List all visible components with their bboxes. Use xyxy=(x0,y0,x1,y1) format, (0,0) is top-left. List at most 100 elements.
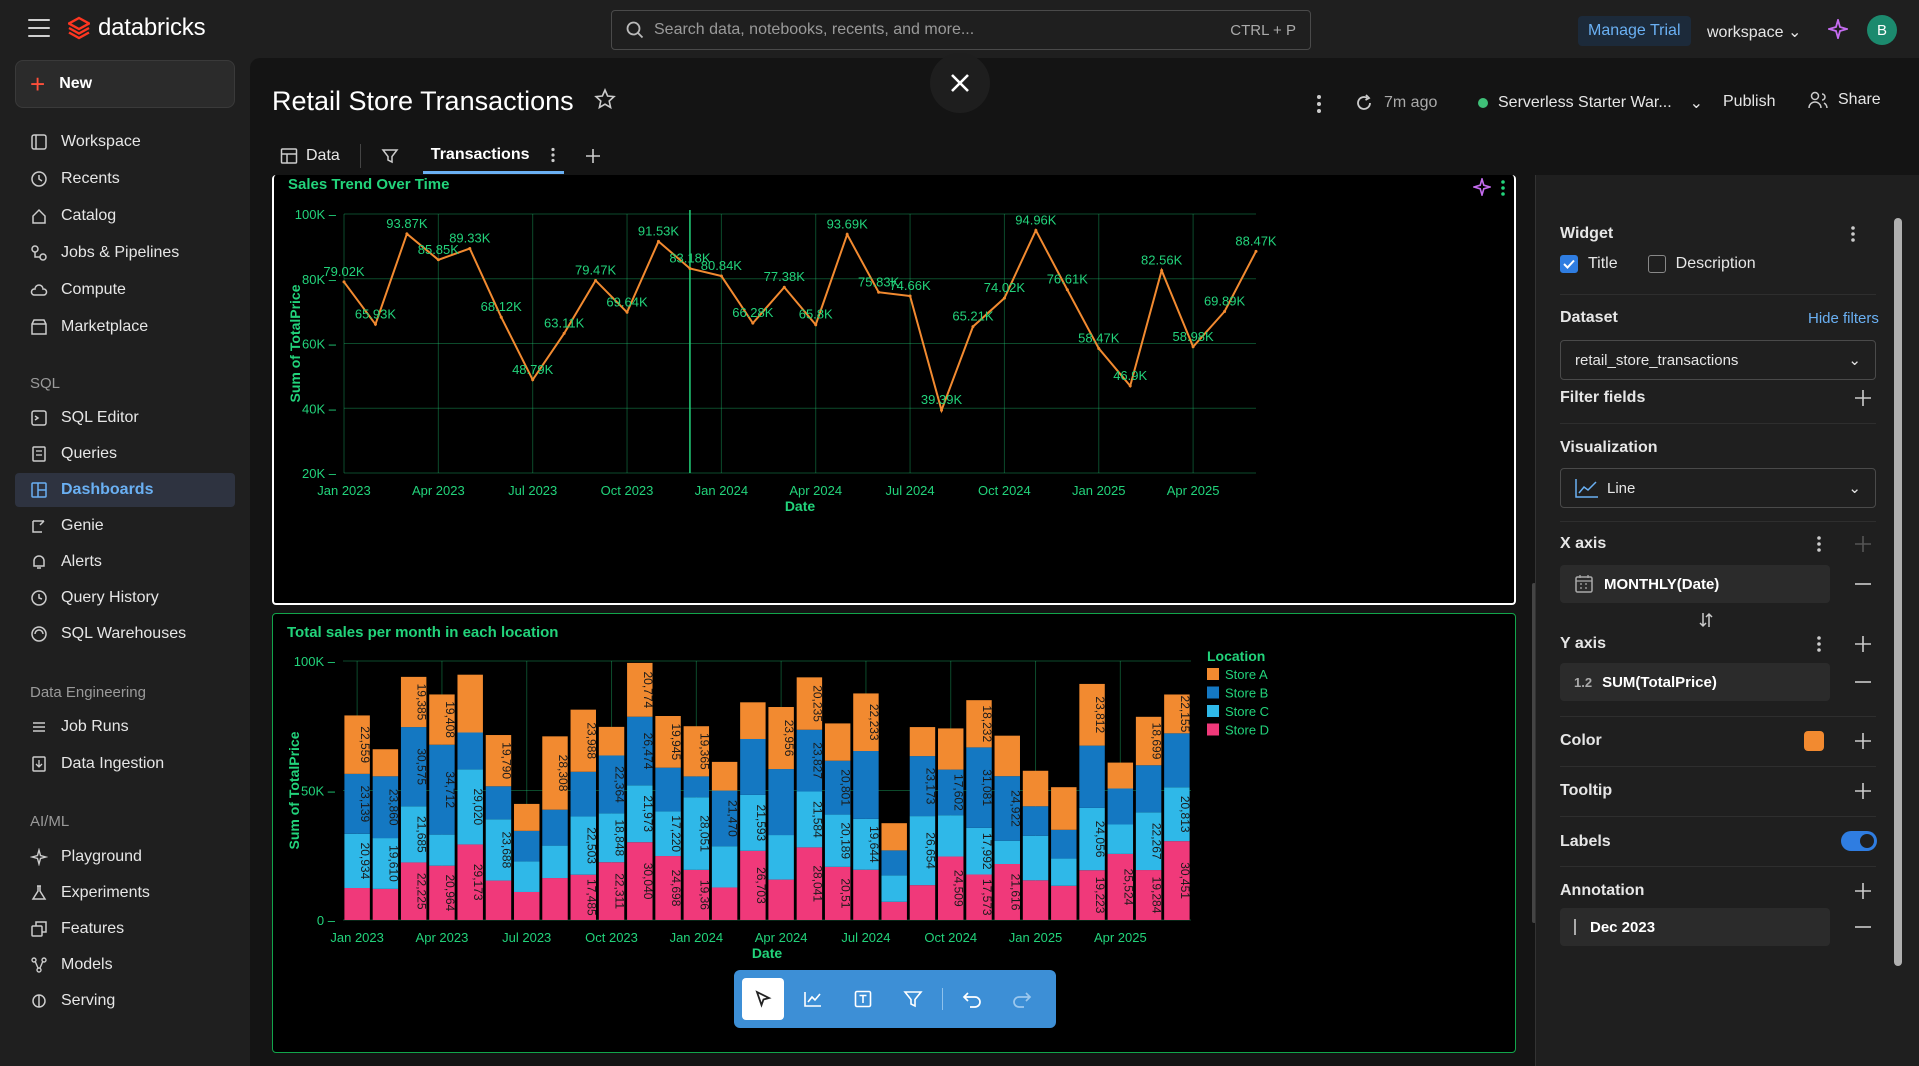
labels-toggle[interactable] xyxy=(1841,831,1877,851)
segment-label: 24,698 xyxy=(669,870,683,907)
tab-options-icon[interactable] xyxy=(550,147,556,163)
assistant-sparkle-icon[interactable] xyxy=(1828,19,1848,39)
swap-axes-icon[interactable] xyxy=(1697,611,1715,629)
add-x-field-icon[interactable] xyxy=(1854,535,1872,553)
refresh-status[interactable]: 7m ago xyxy=(1354,93,1437,113)
sidebar-item-label: Data Ingestion xyxy=(61,755,165,772)
panel-scrollbar-thumb[interactable] xyxy=(1894,218,1902,966)
bar-segment xyxy=(570,816,596,875)
y-axis-options-icon[interactable] xyxy=(1816,635,1822,653)
data-point xyxy=(405,232,409,236)
bar-segment xyxy=(344,833,370,889)
publish-button[interactable]: Publish xyxy=(1723,93,1776,110)
warehouse-selector[interactable]: Serverless Starter War... ⌄ xyxy=(1478,93,1703,113)
global-search[interactable]: Search data, notebooks, recents, and mor… xyxy=(611,10,1311,50)
tab-transactions[interactable]: Transactions xyxy=(422,138,564,174)
filter-fields-label: Filter fields xyxy=(1560,389,1646,406)
sidebar-item-queries[interactable]: Queries xyxy=(15,437,235,471)
manage-trial-button[interactable]: Manage Trial xyxy=(1578,16,1691,46)
tab-filter[interactable] xyxy=(373,138,407,174)
close-button[interactable] xyxy=(930,53,990,113)
user-avatar[interactable]: B xyxy=(1867,15,1897,45)
undo-button[interactable] xyxy=(951,978,993,1020)
add-y-field-icon[interactable] xyxy=(1854,635,1872,653)
x-axis-options-icon[interactable] xyxy=(1816,535,1822,553)
widget-options-icon[interactable] xyxy=(1500,179,1506,197)
bar-segment xyxy=(372,838,399,889)
databricks-logo[interactable]: databricks xyxy=(68,14,206,42)
dashboard-title[interactable]: Retail Store Transactions xyxy=(272,86,574,116)
sidebar-item-features[interactable]: Features xyxy=(15,912,235,946)
sidebar-item-playground[interactable]: Playground xyxy=(15,840,235,874)
annotation-field[interactable]: Dec 2023 xyxy=(1560,908,1830,946)
sidebar-item-experiments[interactable]: Experiments xyxy=(15,876,235,910)
sidebar-item-serving[interactable]: Serving xyxy=(15,984,235,1018)
data-point xyxy=(814,323,818,327)
bar-segment xyxy=(853,869,879,920)
sidebar-item-sql-editor[interactable]: SQL Editor xyxy=(15,401,235,435)
bar-segment xyxy=(966,747,992,828)
select-tool-button[interactable] xyxy=(742,978,784,1020)
visualization-select[interactable]: Line ⌄ xyxy=(1560,468,1876,508)
sidebar-item-compute[interactable]: Compute xyxy=(15,273,235,307)
workspace-switcher[interactable]: workspace ⌄ xyxy=(1707,22,1801,42)
data-point xyxy=(1097,346,1101,350)
widget-options-icon[interactable] xyxy=(1850,225,1856,243)
sidebar-item-marketplace[interactable]: Marketplace xyxy=(15,310,235,344)
title-checkbox[interactable] xyxy=(1560,255,1578,273)
sidebar-item-models[interactable]: Models xyxy=(15,948,235,982)
add-visualization-button[interactable] xyxy=(792,978,834,1020)
sidebar-item-catalog[interactable]: Catalog xyxy=(15,199,235,233)
title-checkbox-row[interactable]: Title Description xyxy=(1560,255,1756,273)
bar-segment xyxy=(485,819,512,881)
sidebar-item-job-runs[interactable]: Job Runs xyxy=(15,710,235,744)
segment-label: 24,056 xyxy=(1093,821,1107,858)
y-axis-field[interactable]: 1.2 SUM(TotalPrice) xyxy=(1560,663,1830,701)
x-axis-field[interactable]: MONTHLY(Date) xyxy=(1560,565,1830,603)
sidebar-item-genie[interactable]: Genie xyxy=(15,509,235,543)
sidebar-item-dashboards[interactable]: Dashboards xyxy=(15,473,235,507)
menu-icon[interactable] xyxy=(28,19,50,37)
more-options-icon[interactable] xyxy=(1316,94,1322,114)
add-tab-button[interactable] xyxy=(576,138,610,174)
panel-scrollbar[interactable] xyxy=(1891,200,1903,1066)
bar-segment xyxy=(1164,733,1190,788)
sidebar-item-alerts[interactable]: Alerts xyxy=(15,545,235,579)
segment-label: 29,020 xyxy=(471,789,485,826)
bar-segment xyxy=(372,888,399,920)
hide-filters-link[interactable]: Hide filters xyxy=(1808,310,1879,327)
add-color-icon[interactable] xyxy=(1854,732,1872,750)
ingestion-icon xyxy=(29,754,49,774)
add-annotation-icon[interactable] xyxy=(1854,882,1872,900)
segment-label: 30,451 xyxy=(1178,862,1192,899)
tab-data[interactable]: Data xyxy=(272,138,348,174)
data-label: 69.64K xyxy=(606,294,648,309)
bar-segment xyxy=(542,736,568,810)
star-icon[interactable] xyxy=(594,88,616,110)
widget-sparkle-icon[interactable] xyxy=(1473,178,1491,196)
segment-label: 19,408 xyxy=(443,701,457,738)
share-button[interactable]: Share xyxy=(1808,91,1881,109)
add-text-button[interactable] xyxy=(842,978,884,1020)
sidebar-item-data-ingestion[interactable]: Data Ingestion xyxy=(15,747,235,781)
add-tooltip-icon[interactable] xyxy=(1854,782,1872,800)
remove-annotation-icon[interactable] xyxy=(1854,918,1872,936)
remove-x-field-icon[interactable] xyxy=(1854,575,1872,593)
sidebar-item-jobs[interactable]: Jobs & Pipelines xyxy=(15,236,235,270)
line-chart-widget[interactable]: Sales Trend Over Time 20K – 40K – 60K – 80K… xyxy=(272,175,1516,605)
add-filter-button[interactable] xyxy=(892,978,934,1020)
sidebar-item-recents[interactable]: Recents xyxy=(15,162,235,196)
x-tick-label: Apr 2025 xyxy=(1167,483,1220,498)
color-swatch[interactable] xyxy=(1804,731,1824,751)
dataset-select[interactable]: retail_store_transactions ⌄ xyxy=(1560,340,1876,380)
sidebar-item-sql-warehouses[interactable]: SQL Warehouses xyxy=(15,617,235,651)
add-filter-field-icon[interactable] xyxy=(1854,389,1872,407)
data-label: 63.11K xyxy=(544,315,585,330)
redo-button[interactable] xyxy=(1001,978,1043,1020)
remove-y-field-icon[interactable] xyxy=(1854,673,1872,691)
sidebar-item-query-history[interactable]: Query History xyxy=(15,581,235,615)
sidebar-item-workspace[interactable]: Workspace xyxy=(15,125,235,159)
description-checkbox[interactable] xyxy=(1647,255,1666,273)
canvas-scrollbar[interactable] xyxy=(1532,583,1535,923)
new-button[interactable]: + New xyxy=(15,60,235,108)
